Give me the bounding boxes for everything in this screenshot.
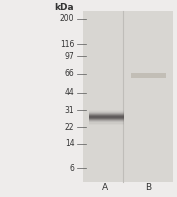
Text: 22: 22 xyxy=(65,123,74,132)
Text: B: B xyxy=(146,183,152,192)
Text: A: A xyxy=(102,183,108,192)
Bar xyxy=(88,110,124,111)
Bar xyxy=(88,117,124,118)
Bar xyxy=(88,118,124,119)
Bar xyxy=(131,73,166,78)
Bar xyxy=(88,113,124,114)
Bar xyxy=(88,114,124,115)
Bar xyxy=(88,116,124,117)
Text: kDa: kDa xyxy=(55,3,74,12)
Text: 14: 14 xyxy=(65,139,74,148)
Bar xyxy=(88,115,124,116)
Bar xyxy=(88,120,124,121)
Text: 97: 97 xyxy=(65,52,74,61)
Text: 44: 44 xyxy=(65,88,74,97)
Bar xyxy=(83,11,173,182)
Text: 31: 31 xyxy=(65,106,74,115)
Text: 6: 6 xyxy=(69,164,74,173)
Bar xyxy=(88,119,124,120)
Text: 200: 200 xyxy=(60,14,74,23)
Text: 116: 116 xyxy=(60,40,74,49)
Bar xyxy=(88,121,124,123)
Bar xyxy=(88,123,124,124)
Bar xyxy=(88,111,124,112)
Text: 66: 66 xyxy=(65,69,74,78)
Bar xyxy=(88,112,124,113)
Bar xyxy=(88,124,124,125)
